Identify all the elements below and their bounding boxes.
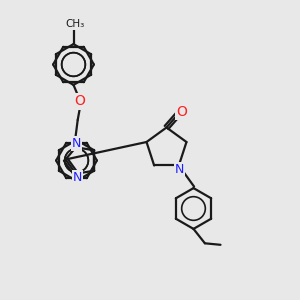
Text: O: O [176,105,187,118]
Text: CH₃: CH₃ [65,19,85,29]
Text: N: N [73,171,82,184]
Text: N: N [175,163,184,176]
Text: O: O [75,94,86,108]
Text: N: N [72,137,81,150]
